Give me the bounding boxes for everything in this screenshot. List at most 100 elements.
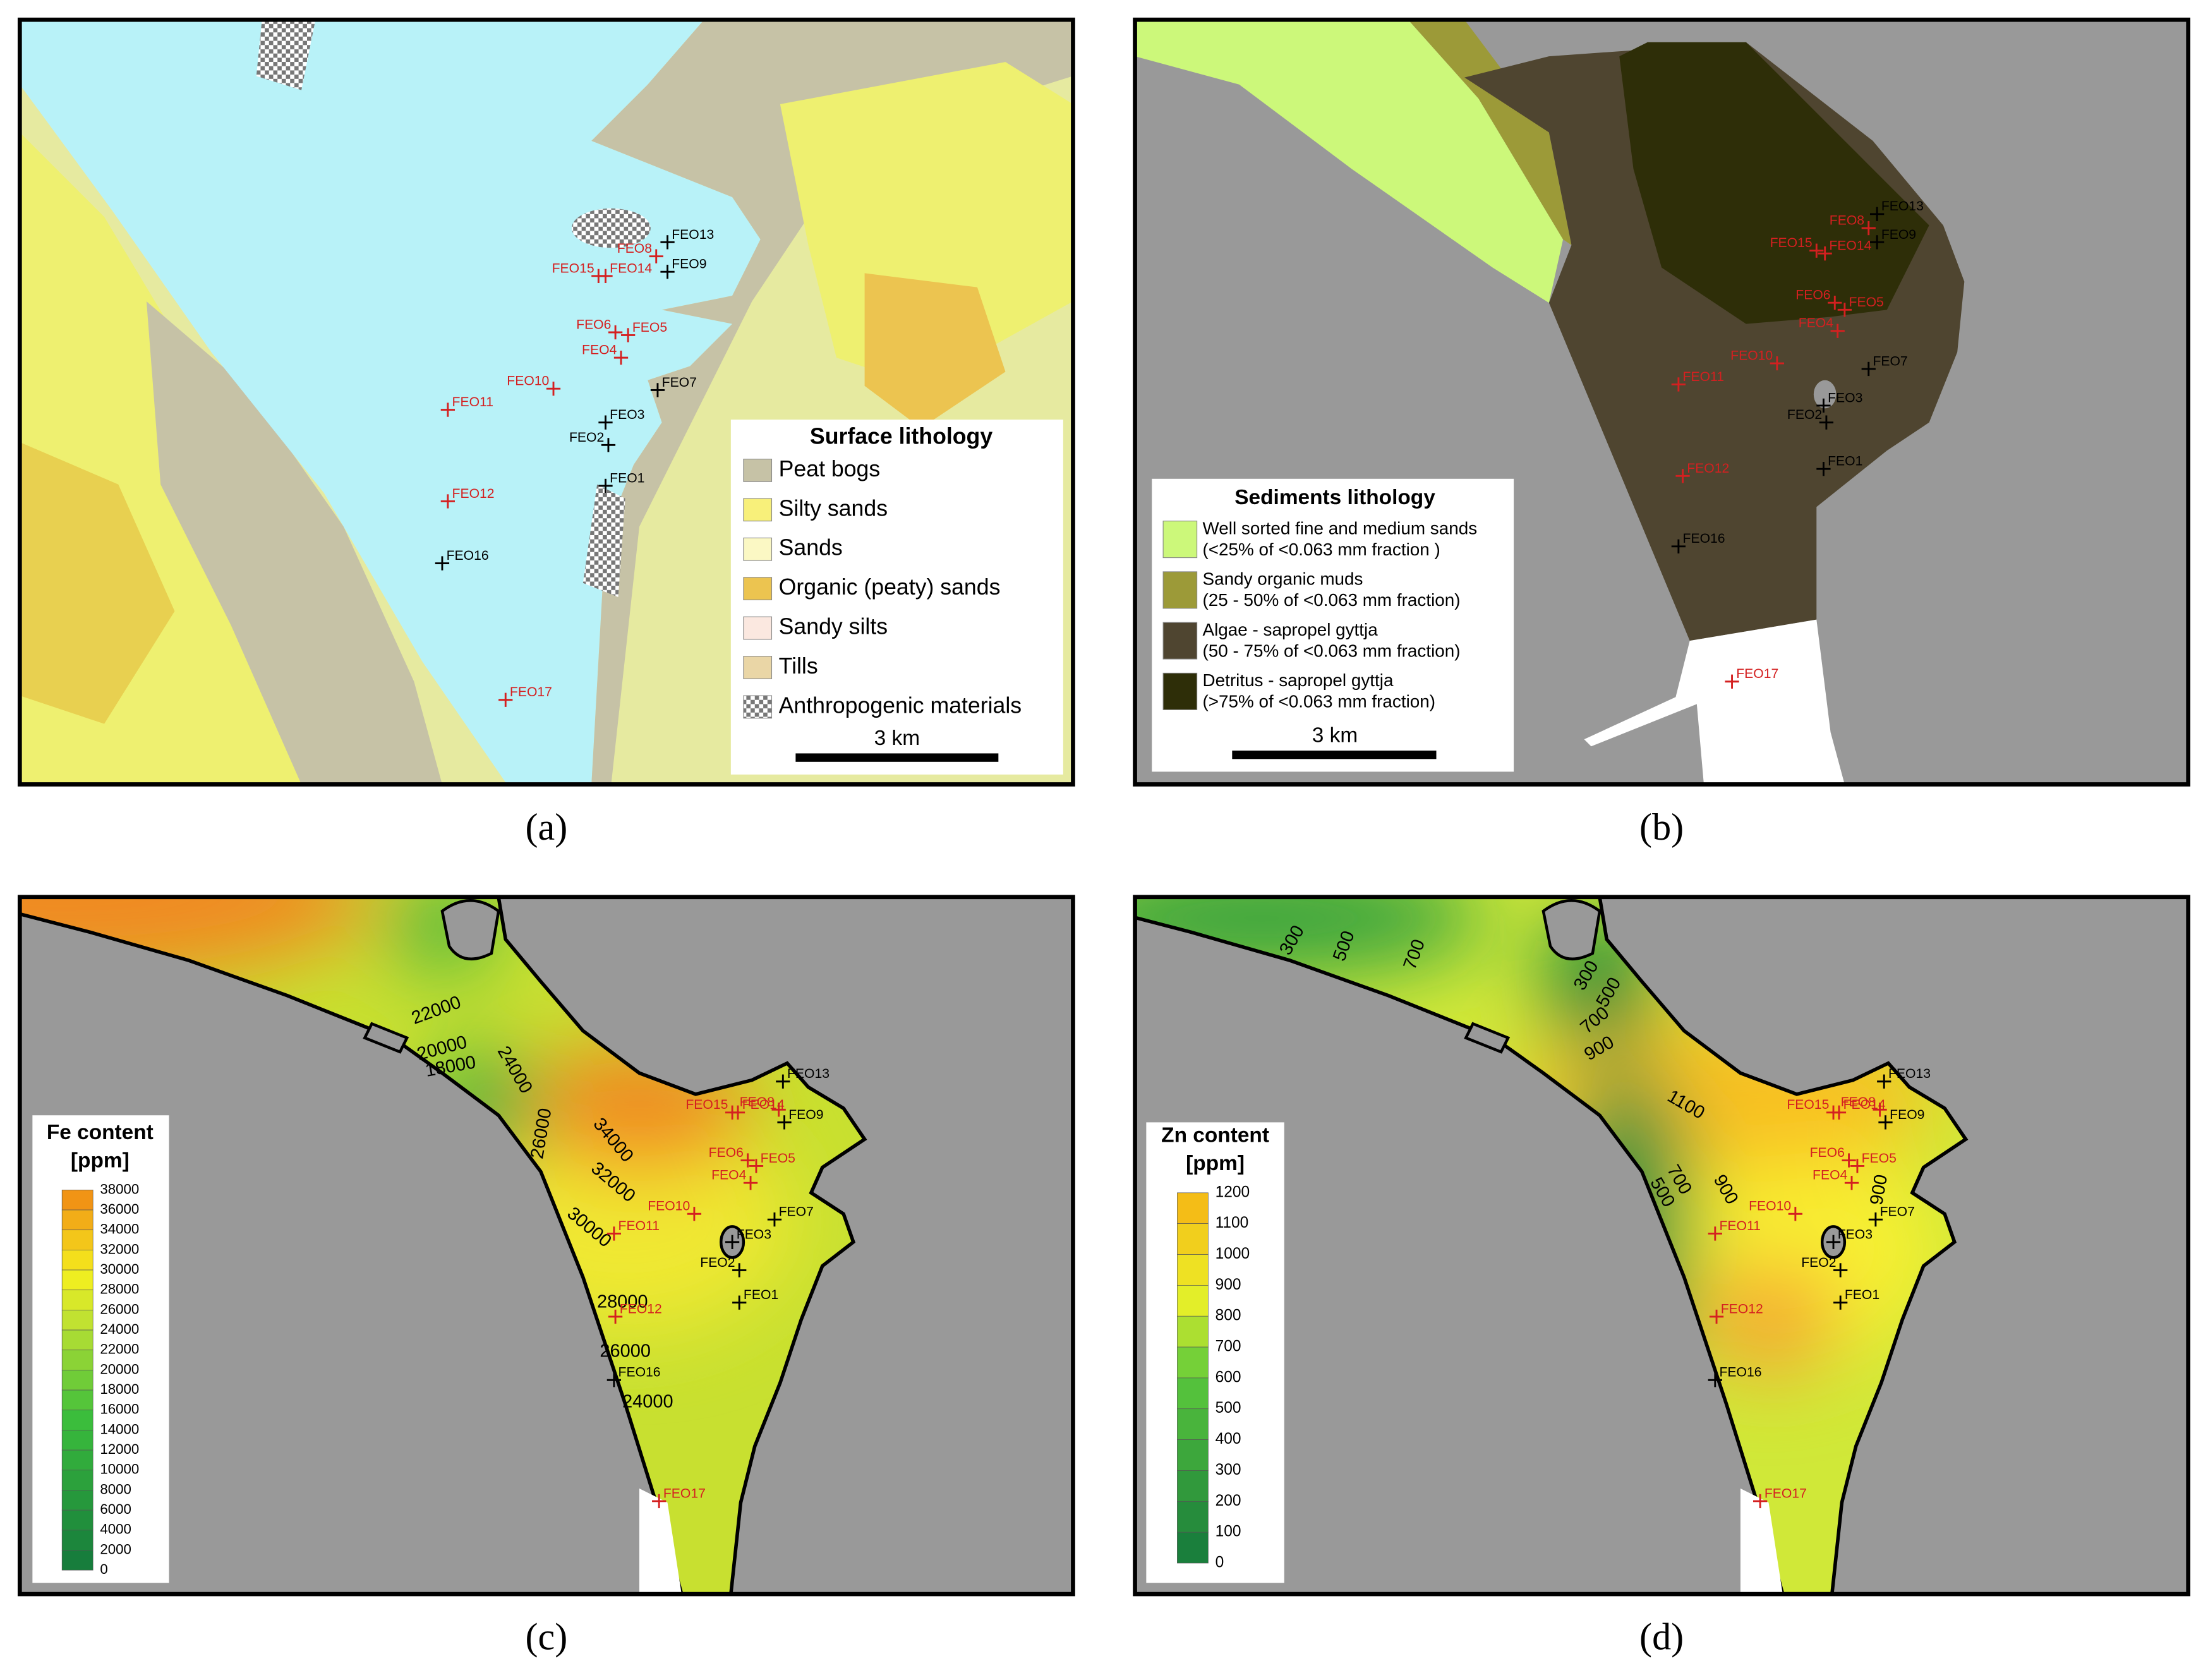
legend-tick-label: 300 — [1216, 1461, 1241, 1478]
legend-color-box — [61, 1370, 94, 1391]
legend-tick-label: 400 — [1216, 1430, 1241, 1447]
station: FEO3 — [598, 408, 644, 430]
station: FEO6 — [576, 317, 623, 340]
station: FEO1 — [732, 1288, 778, 1310]
station: FEO10 — [648, 1199, 702, 1221]
legend-tick-label: 24000 — [100, 1321, 139, 1337]
legend-color-box — [1177, 1439, 1209, 1471]
panel-overlay: Sediments lithology Well sorted fine and … — [1162, 199, 1924, 759]
legend-tick-label: 8000 — [100, 1481, 131, 1497]
station-label: FEO11 — [452, 395, 493, 409]
legend-swatch — [743, 616, 773, 640]
legend-tick-label: 30000 — [100, 1261, 139, 1277]
legend-color-box — [61, 1190, 94, 1211]
station: FEO13 — [660, 227, 714, 250]
legend-tick-label: 700 — [1216, 1338, 1241, 1355]
contour-label: 26000 — [600, 1341, 651, 1361]
station-label: FEO1 — [744, 1288, 778, 1302]
scale-label: 3 km — [874, 727, 920, 750]
station-label: FEO9 — [1881, 227, 1916, 242]
panel-caption: (c) — [525, 1616, 567, 1658]
legend-note: (>75% of <0.063 mm fraction) — [1203, 692, 1436, 711]
legend-title: Sediments lithology — [1234, 486, 1435, 509]
legend-title: Zn content — [1161, 1123, 1269, 1147]
station-label: FEO17 — [663, 1486, 706, 1501]
station-label: FEO13 — [1881, 199, 1924, 214]
legend-note: (25 - 50% of <0.063 mm fraction) — [1203, 590, 1461, 610]
station: FEO8 — [740, 1095, 786, 1117]
station: FEO1 — [1833, 1288, 1879, 1310]
legend-unit: [ppm] — [1186, 1152, 1245, 1175]
legend-note: (50 - 75% of <0.063 mm fraction) — [1203, 641, 1461, 660]
station: FEO10 — [507, 374, 561, 396]
station-label: FEO8 — [1830, 214, 1864, 228]
station-label: FEO12 — [452, 486, 495, 501]
legend-tick-label: 0 — [100, 1561, 107, 1577]
station-label: FEO7 — [662, 375, 697, 390]
station: FEO17 — [1725, 667, 1778, 689]
station: FEO13 — [1869, 199, 1924, 221]
legend-tick-label: 12000 — [100, 1441, 139, 1457]
legend-label: Algae - sapropel gyttja — [1203, 620, 1378, 639]
station: FEO4 — [1813, 1168, 1859, 1190]
station-label: FEO1 — [610, 471, 644, 485]
station: FEO13 — [776, 1067, 830, 1089]
station-label: FEO4 — [1813, 1168, 1847, 1183]
legend-tick-label: 500 — [1216, 1399, 1241, 1417]
station: FEO8 — [1830, 214, 1876, 236]
station-label: FEO17 — [1736, 667, 1778, 681]
station-label: FEO13 — [672, 227, 714, 242]
station-label: FEO10 — [507, 374, 549, 389]
panel-c — [17, 895, 1075, 1597]
legend-color-box — [1177, 1532, 1209, 1564]
station: FEO15 — [552, 261, 606, 283]
legend-note: (<25% of <0.063 mm fraction ) — [1203, 540, 1440, 559]
station-label: FEO12 — [1721, 1302, 1763, 1316]
legend-color-box — [61, 1389, 94, 1411]
station-label: FEO6 — [709, 1145, 744, 1160]
station-label: FEO5 — [761, 1151, 795, 1166]
station: FEO2 — [1801, 1255, 1848, 1278]
station-label: FEO12 — [620, 1302, 662, 1316]
station-label: FEO8 — [740, 1095, 775, 1109]
legend-box — [1146, 1122, 1284, 1583]
station: FEO11 — [606, 1219, 660, 1241]
station-label: FEO9 — [1890, 1108, 1924, 1122]
legend-label: Tills — [779, 653, 818, 679]
station-label: FEO16 — [447, 548, 489, 563]
station-label: FEO10 — [1730, 348, 1773, 363]
station: FEO17 — [1753, 1486, 1807, 1509]
legend-label: Sands — [779, 535, 843, 560]
legend-color-box — [61, 1329, 94, 1351]
legend-color-box — [1177, 1254, 1209, 1286]
legend-color-box — [1177, 1285, 1209, 1317]
legend-color-box — [61, 1290, 94, 1310]
legend-title: Surface lithology — [810, 424, 992, 449]
station-label: FEO14 — [1843, 1097, 1886, 1112]
legend-color-box — [61, 1509, 94, 1531]
legend-tick-label: 1000 — [1216, 1245, 1250, 1262]
legend-tick-label: 100 — [1216, 1523, 1241, 1540]
station: FEO9 — [1869, 227, 1916, 250]
station: FEO12 — [1709, 1302, 1763, 1324]
legend-title: Fe content — [47, 1121, 154, 1144]
panel-a — [17, 17, 1075, 787]
station: FEO9 — [660, 257, 707, 279]
station: FEO4 — [1799, 316, 1845, 338]
legend-tick-label: 1100 — [1216, 1214, 1249, 1231]
station-label: FEO7 — [1873, 354, 1907, 368]
legend-label: Sandy silts — [779, 613, 888, 639]
legend-color-box — [61, 1530, 94, 1550]
legend-tick-label: 6000 — [100, 1501, 131, 1517]
station-label: FEO5 — [1849, 295, 1884, 310]
station-label: FEO10 — [648, 1199, 690, 1214]
legend-swatch — [1162, 571, 1198, 609]
station: FEO11 — [1708, 1219, 1761, 1241]
station: FEO4 — [711, 1168, 758, 1190]
station: FEO12 — [440, 486, 495, 509]
station: FEO8 — [617, 241, 663, 263]
legend-color-box — [1177, 1223, 1209, 1255]
station-label: FEO3 — [737, 1227, 771, 1242]
station: FEO12 — [1675, 461, 1729, 483]
